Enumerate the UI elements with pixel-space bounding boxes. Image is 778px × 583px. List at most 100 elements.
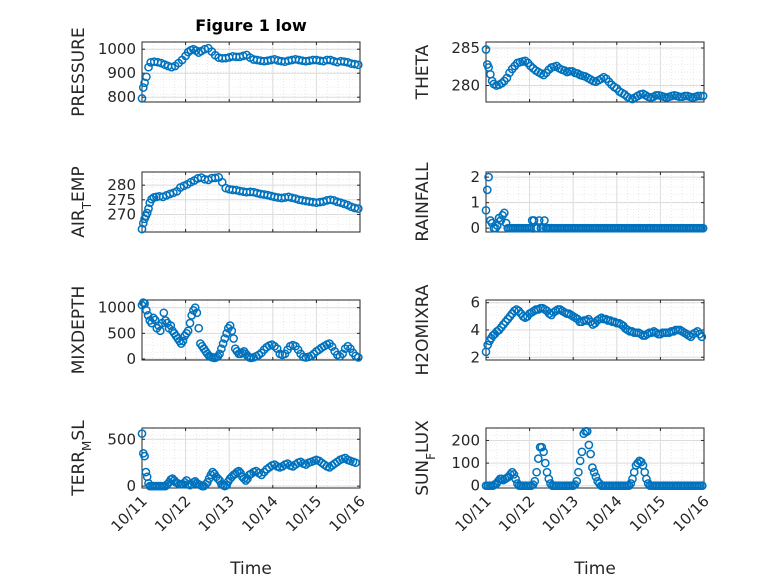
data-point	[511, 474, 520, 484]
data-point	[532, 467, 541, 477]
data-point	[259, 345, 269, 355]
data-series-sun-flux	[481, 427, 707, 491]
data-point	[481, 205, 491, 215]
data-point	[544, 474, 554, 484]
y-tick-label: 280	[107, 176, 136, 194]
data-point	[698, 91, 708, 101]
data-point	[537, 442, 547, 452]
data-point	[183, 326, 193, 336]
data-point	[222, 328, 231, 338]
subplot-mixdepth: 0 500 1000 MIXDEPTH	[69, 286, 363, 375]
data-series-terr-msl	[137, 429, 360, 491]
data-point	[137, 429, 147, 438]
data-point	[540, 458, 550, 468]
data-point	[143, 311, 153, 320]
data-point	[698, 223, 708, 233]
data-point	[353, 204, 363, 213]
data-point	[155, 326, 165, 336]
data-series-air-temp	[137, 172, 363, 234]
data-point	[497, 78, 507, 88]
data-point	[533, 223, 542, 233]
data-point	[225, 321, 235, 330]
y-axis-label-h2omixra: H2OMIXRA	[413, 284, 433, 375]
subplot-rainfall: 0 1 2 RAINFALL	[413, 162, 708, 242]
data-point	[185, 318, 195, 328]
subplot-h2omixra: 2 4 6 H2OMIXRA	[413, 284, 707, 376]
data-point	[217, 344, 226, 354]
data-point	[533, 454, 543, 463]
data-point	[539, 447, 548, 457]
y-tick-label: 500	[107, 430, 136, 448]
data-point	[343, 341, 353, 351]
subplot-theta: 280 285 THETA	[413, 39, 708, 104]
data-point	[350, 59, 360, 69]
y-tick-label: 2	[470, 348, 480, 366]
y-tick-label: 4	[470, 321, 480, 339]
data-point	[481, 45, 491, 54]
data-point	[166, 321, 176, 330]
data-point	[335, 352, 345, 361]
data-point	[192, 308, 202, 318]
data-point	[140, 78, 149, 88]
data-point	[220, 334, 230, 343]
y-tick-label: 100	[451, 454, 480, 472]
y-axis-label-terr-msl: TERRMSL	[69, 420, 94, 497]
data-point	[529, 216, 539, 225]
data-point	[138, 218, 148, 228]
data-point	[507, 467, 517, 477]
data-point	[144, 204, 153, 213]
data-point	[577, 447, 587, 457]
data-point	[309, 349, 319, 359]
data-point	[340, 344, 350, 354]
data-point	[483, 340, 493, 350]
y-tick-label: 500	[107, 324, 136, 342]
y-tick-label: 1	[470, 194, 480, 212]
axes-box	[141, 41, 361, 103]
data-point	[574, 467, 583, 477]
data-point	[178, 336, 188, 346]
axes-box	[485, 41, 705, 103]
data-point	[353, 60, 363, 70]
data-point	[499, 208, 509, 218]
data-point	[353, 353, 363, 362]
y-axis-label-theta: THETA	[413, 44, 433, 100]
data-point	[624, 481, 634, 491]
data-point	[190, 303, 200, 313]
axes-box	[141, 171, 361, 233]
data-point	[572, 476, 582, 486]
y-axis-label-rainfall: RAINFALL	[413, 162, 433, 242]
data-point	[140, 451, 149, 461]
y-tick-label: 280	[451, 77, 480, 95]
data-point	[142, 208, 152, 218]
data-point	[350, 203, 360, 213]
data-point	[680, 91, 690, 101]
y-tick-label: 275	[107, 191, 136, 209]
data-point	[138, 83, 148, 92]
data-point	[693, 91, 703, 101]
data-point	[270, 341, 279, 351]
data-series-pressure	[137, 43, 363, 103]
data-point	[651, 90, 661, 100]
data-point	[218, 339, 228, 348]
data-point	[506, 470, 515, 479]
data-point	[575, 456, 585, 466]
data-point	[159, 308, 169, 318]
figure-title: Figure 1 low	[195, 16, 307, 35]
data-point	[591, 472, 601, 482]
data-point	[141, 467, 151, 477]
axes-box	[485, 427, 705, 489]
data-point	[215, 349, 224, 359]
data-series-rainfall	[481, 172, 708, 233]
data-point	[582, 427, 592, 436]
y-tick-label: 2	[470, 168, 480, 186]
data-point	[210, 173, 220, 183]
data-point	[144, 62, 153, 72]
data-point	[534, 216, 544, 225]
y-tick-label: 1000	[98, 40, 136, 58]
y-axis-label-mixdepth: MIXDEPTH	[69, 286, 89, 375]
data-point	[147, 194, 156, 204]
data-point	[565, 66, 575, 76]
y-tick-label: 0	[126, 350, 136, 368]
data-point	[588, 463, 597, 472]
